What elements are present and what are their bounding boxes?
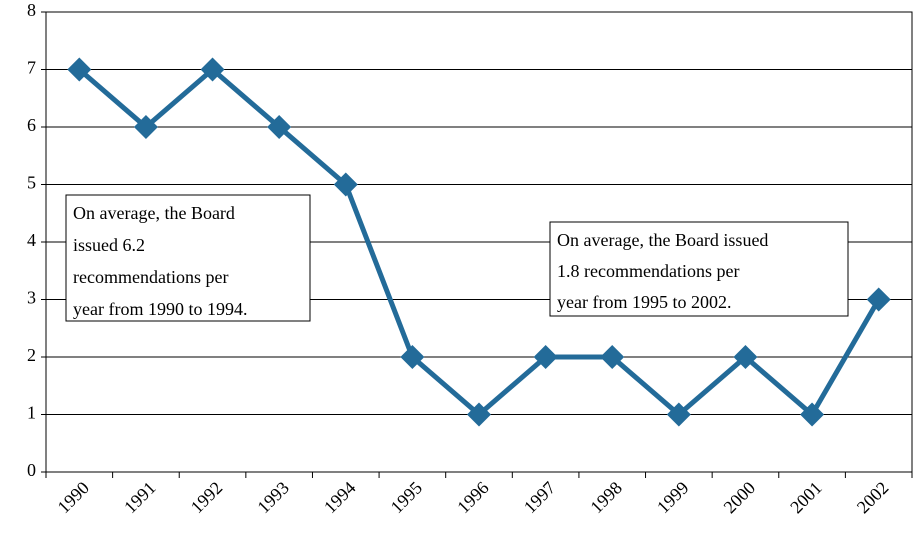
x-tick-label: 1996 bbox=[453, 478, 493, 518]
x-tick-label: 2000 bbox=[720, 478, 760, 518]
y-tick-label: 8 bbox=[27, 0, 36, 20]
y-tick-label: 3 bbox=[27, 288, 36, 308]
annotation-text: issued 6.2 bbox=[73, 235, 145, 255]
data-marker bbox=[267, 115, 292, 139]
plot-frame bbox=[45, 11, 913, 473]
y-tick-label: 2 bbox=[27, 345, 36, 365]
x-tick-label: 1993 bbox=[253, 478, 293, 518]
x-tick-label: 1991 bbox=[120, 478, 160, 518]
data-marker bbox=[533, 345, 558, 369]
y-tick-label: 0 bbox=[27, 460, 36, 480]
annotation-text: year from 1990 to 1994. bbox=[73, 299, 247, 319]
y-tick-label: 1 bbox=[27, 403, 36, 423]
x-tick-label: 1990 bbox=[53, 478, 93, 518]
y-tick-label: 5 bbox=[27, 173, 36, 193]
y-tick-label: 4 bbox=[27, 230, 36, 250]
data-marker bbox=[666, 402, 691, 427]
x-tick-label: 1999 bbox=[653, 478, 693, 518]
annotation-text: recommendations per bbox=[73, 267, 228, 287]
x-tick-label: 2002 bbox=[853, 478, 893, 518]
data-marker bbox=[467, 402, 491, 427]
annotation-text: On average, the Board issued bbox=[557, 230, 768, 250]
data-marker bbox=[733, 345, 758, 369]
y-tick-label: 6 bbox=[27, 115, 36, 135]
x-tick-label: 1998 bbox=[586, 478, 626, 518]
annotation-box bbox=[549, 221, 849, 317]
data-marker bbox=[800, 402, 825, 427]
annotation-text: On average, the Board bbox=[73, 203, 235, 223]
annotation-text: year from 1995 to 2002. bbox=[557, 292, 731, 312]
annotation-box bbox=[65, 194, 311, 322]
data-marker bbox=[200, 57, 225, 82]
data-marker bbox=[866, 287, 891, 312]
x-tick-label: 2001 bbox=[786, 478, 826, 518]
data-marker bbox=[67, 57, 92, 82]
data-marker bbox=[400, 345, 425, 369]
x-tick-label: 1994 bbox=[320, 478, 360, 518]
annotation-text: 1.8 recommendations per bbox=[557, 261, 739, 281]
data-marker bbox=[133, 115, 158, 139]
data-marker bbox=[333, 172, 358, 197]
data-marker bbox=[600, 345, 625, 369]
x-tick-label: 1995 bbox=[387, 478, 427, 518]
x-tick-label: 1997 bbox=[520, 478, 560, 518]
x-tick-label: 1992 bbox=[187, 478, 227, 518]
y-tick-label: 7 bbox=[27, 58, 36, 78]
